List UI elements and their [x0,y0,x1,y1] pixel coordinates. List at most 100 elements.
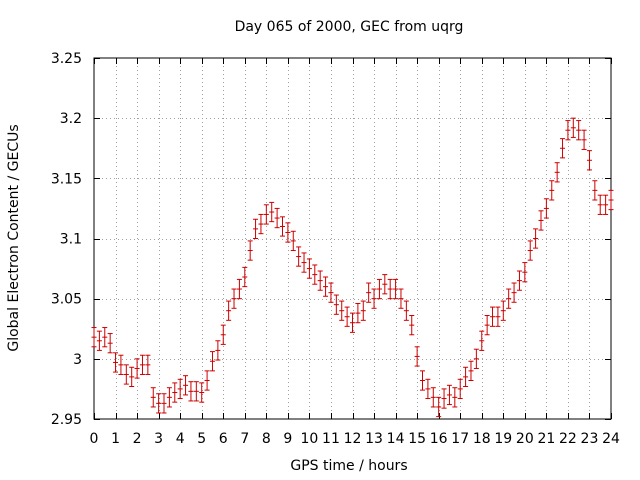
data-point [441,388,447,409]
data-point [457,378,463,400]
data-point [468,360,474,381]
data-point [258,213,264,235]
x-tick-label: 23 [581,431,599,447]
x-tick-label: 20 [516,431,534,447]
data-point [139,354,145,375]
data-point [172,382,178,403]
y-tick-label: 2.95 [51,412,82,428]
data-point [290,230,296,252]
data-point [581,129,587,150]
x-tick-label: 7 [240,431,249,447]
x-tick-label: 5 [197,431,206,447]
y-tick-label: 3.15 [51,171,82,187]
y-tick-label: 3.05 [51,292,82,308]
data-point [156,393,162,414]
data-point [296,246,302,267]
data-point [177,378,183,400]
data-point [317,270,323,291]
x-tick-label: 3 [154,431,163,447]
data-point [597,194,603,215]
data-point [479,330,485,351]
data-point [592,180,598,201]
data-point [166,387,172,408]
x-tick-label: 16 [430,431,448,447]
x-tick-label: 17 [451,431,469,447]
data-point [463,366,469,388]
data-point [452,387,458,408]
data-point [500,300,506,321]
data-point [425,378,431,400]
y-tick-label: 3 [73,352,82,368]
x-tick-labels: 0 1 2 3 4 5 6 7 8 9 10 11 12 13 14 15 16 17 18 19 20 21 22 23 24 [90,431,620,447]
data-point [161,393,167,414]
x-tick-label: 13 [365,431,383,447]
data-point [522,262,528,283]
data-point [226,300,232,321]
data-point [495,306,501,327]
x-tick-label: 8 [262,431,271,447]
x-tick-label: 15 [408,431,426,447]
data-point [430,387,436,408]
data-point [129,366,135,388]
data-point [543,198,549,219]
data-point [533,228,539,249]
x-tick-label: 11 [322,431,340,447]
data-point [436,396,442,418]
data-point [279,216,285,237]
data-point [393,278,399,300]
data-point [490,306,496,327]
data-point [247,240,253,261]
x-tick-label: 14 [387,431,405,447]
data-point [516,270,522,291]
data-point [188,381,194,402]
plot-frame [93,57,612,420]
data-point [118,354,124,375]
data-point [565,120,571,141]
data-point [527,240,533,261]
data-point [366,282,372,303]
data-point [301,252,307,273]
data-point [113,352,119,373]
data-point [506,288,512,309]
data-point [199,382,205,403]
x-axis-label: GPS time / hours [290,458,407,474]
data-point [253,218,259,239]
y-tick-label: 3.2 [60,111,82,127]
data-point [269,201,275,223]
data-point [102,327,108,348]
grid [94,58,611,419]
x-tick-label: 22 [559,431,577,447]
data-point [586,150,592,171]
data-point [344,306,350,327]
x-tick-label: 4 [176,431,185,447]
data-point [231,288,237,309]
data-point [145,354,151,375]
data-point [285,222,291,243]
x-tick-label: 9 [283,431,292,447]
data-point [236,278,242,300]
data-point [91,327,97,348]
data-point [96,330,102,351]
data-point [263,204,269,225]
data-point [403,300,409,321]
data-point [306,258,312,279]
data-point [123,364,129,385]
data-point [204,370,210,391]
data-point [220,324,226,345]
data-point [538,210,544,231]
data-point [511,282,517,303]
x-tick-label: 19 [494,431,512,447]
data-point [382,274,388,295]
x-tick-label: 12 [344,431,362,447]
x-tick-label: 0 [90,431,99,447]
data-point [193,381,199,402]
data-point [420,370,426,391]
y-tick-labels: 2.95 3 3.05 3.1 3.15 3.2 3.25 [51,51,82,428]
data-point [150,387,156,408]
data-point [328,282,334,303]
axis-ticks [94,58,612,420]
data-point [446,384,452,406]
data-point [333,294,339,315]
data-series [91,117,614,418]
